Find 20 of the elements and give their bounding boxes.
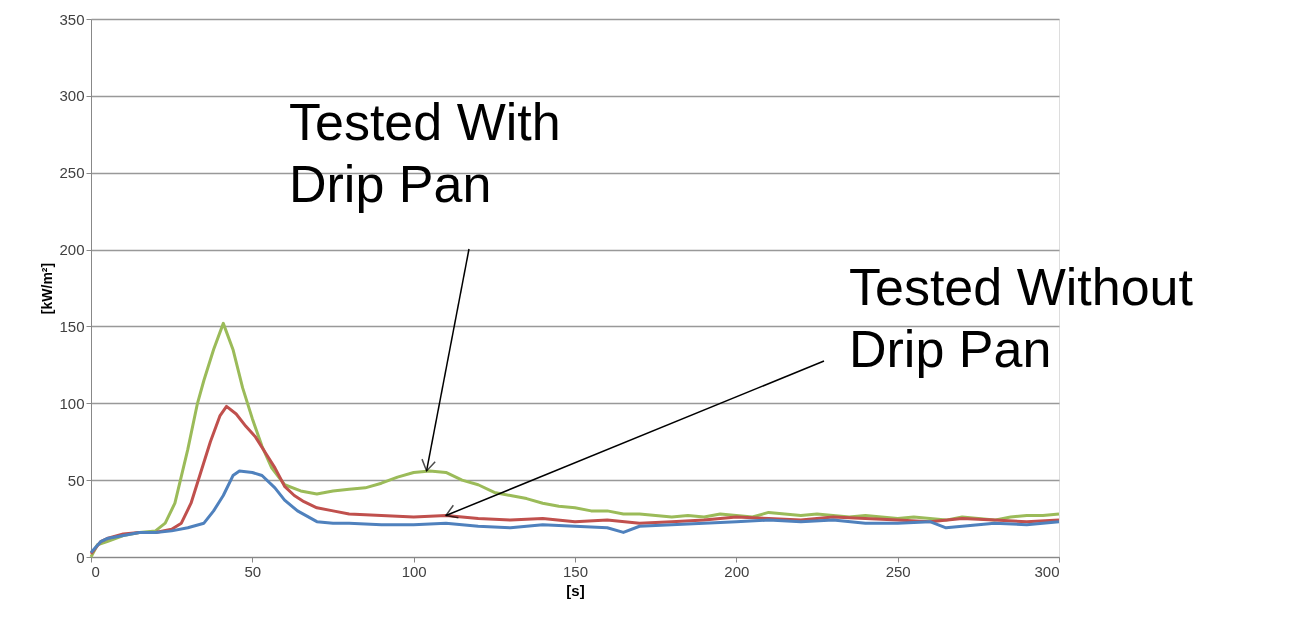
y-axis-title: [kW/m²] (39, 262, 56, 315)
x-tick-label: 200 (724, 562, 750, 580)
y-tick-label: 250 (59, 164, 85, 182)
x-axis-title: [s] (566, 581, 585, 599)
y-tick-label: 300 (59, 87, 85, 105)
y-tick-label: 200 (59, 241, 85, 259)
x-tick-label: 250 (885, 562, 911, 580)
y-tick-label: 350 (59, 10, 85, 28)
x-tick-label: 50 (244, 562, 262, 580)
y-tick-label: 100 (59, 394, 85, 412)
annotation: Tested With Drip Pan (289, 93, 561, 213)
annotation: Tested Without Drip Pan (849, 258, 1194, 378)
y-tick-label: 50 (67, 471, 85, 489)
x-tick-label: 100 (401, 562, 427, 580)
y-tick-label: 0 (76, 548, 85, 566)
x-tick-label: 0 (91, 562, 100, 580)
line-series (89, 469, 1061, 554)
x-tick-label: 300 (1034, 562, 1060, 580)
x-tick-label: 150 (562, 562, 589, 580)
y-tick-label: 150 (59, 317, 85, 335)
